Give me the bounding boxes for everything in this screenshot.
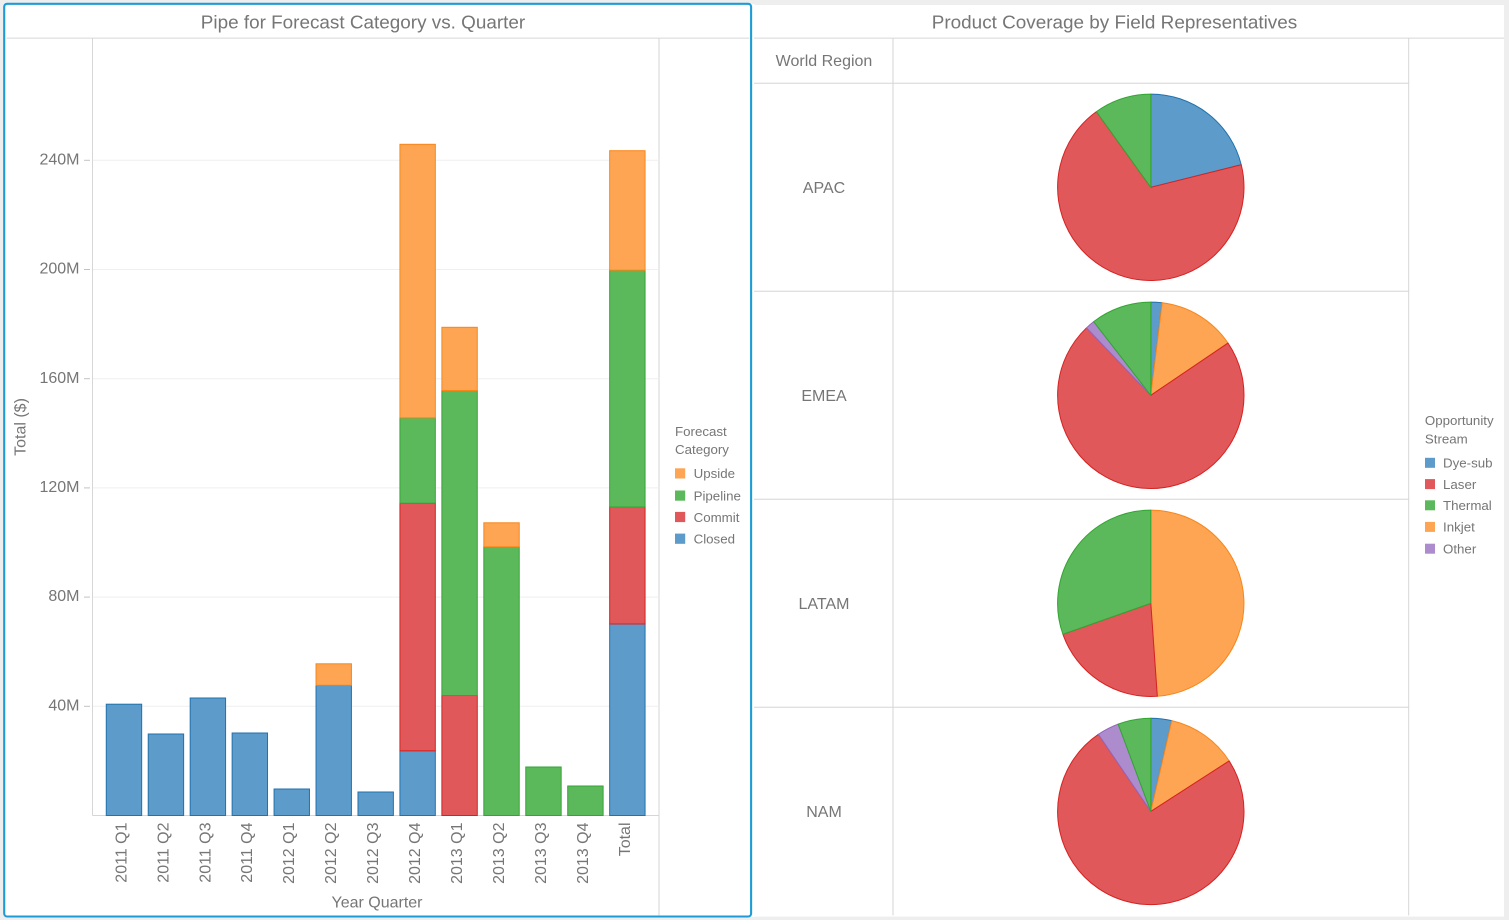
svg-text:Dye-sub: Dye-sub bbox=[1443, 456, 1493, 471]
svg-text:200M: 200M bbox=[39, 261, 79, 278]
svg-text:NAM: NAM bbox=[806, 804, 842, 821]
svg-text:2013 Q2: 2013 Q2 bbox=[491, 822, 508, 883]
svg-text:Inkjet: Inkjet bbox=[1443, 520, 1475, 535]
svg-text:240M: 240M bbox=[39, 151, 79, 168]
svg-text:Commit: Commit bbox=[694, 510, 740, 525]
svg-text:LATAM: LATAM bbox=[799, 596, 850, 613]
svg-text:Total: Total bbox=[617, 823, 634, 857]
svg-text:Closed: Closed bbox=[694, 532, 735, 547]
svg-text:Category: Category bbox=[675, 442, 729, 457]
svg-text:Product Coverage by Field Repr: Product Coverage by Field Representative… bbox=[932, 12, 1297, 33]
svg-text:2013 Q4: 2013 Q4 bbox=[575, 822, 592, 883]
svg-text:Total ($): Total ($) bbox=[12, 398, 29, 456]
svg-text:EMEA: EMEA bbox=[801, 388, 847, 405]
svg-text:80M: 80M bbox=[48, 588, 79, 605]
svg-text:2011 Q1: 2011 Q1 bbox=[113, 822, 130, 882]
svg-text:Laser: Laser bbox=[1443, 477, 1477, 492]
svg-text:World Region: World Region bbox=[776, 53, 873, 70]
svg-text:2012 Q3: 2012 Q3 bbox=[365, 822, 382, 883]
svg-text:40M: 40M bbox=[48, 697, 79, 714]
svg-text:Pipeline: Pipeline bbox=[694, 488, 741, 503]
svg-text:APAC: APAC bbox=[803, 180, 845, 197]
svg-text:Other: Other bbox=[1443, 542, 1477, 557]
svg-text:Pipe for Forecast Category vs.: Pipe for Forecast Category vs. Quarter bbox=[201, 12, 525, 33]
svg-text:2011 Q2: 2011 Q2 bbox=[155, 822, 172, 882]
svg-text:2012 Q1: 2012 Q1 bbox=[281, 822, 298, 883]
svg-text:2011 Q3: 2011 Q3 bbox=[197, 822, 214, 882]
svg-text:2011 Q4: 2011 Q4 bbox=[239, 822, 256, 882]
svg-text:Forecast: Forecast bbox=[675, 424, 727, 439]
svg-text:2012 Q2: 2012 Q2 bbox=[323, 822, 340, 883]
svg-text:Stream: Stream bbox=[1425, 432, 1468, 447]
svg-text:Opportunity: Opportunity bbox=[1425, 413, 1494, 428]
svg-text:160M: 160M bbox=[39, 370, 79, 387]
svg-text:2012 Q4: 2012 Q4 bbox=[407, 822, 424, 883]
svg-text:2013 Q1: 2013 Q1 bbox=[449, 822, 466, 883]
svg-text:120M: 120M bbox=[39, 479, 79, 496]
svg-text:2013 Q3: 2013 Q3 bbox=[533, 822, 550, 883]
svg-text:Year Quarter: Year Quarter bbox=[331, 894, 423, 911]
svg-text:Thermal: Thermal bbox=[1443, 498, 1492, 513]
svg-text:Upside: Upside bbox=[694, 466, 735, 481]
